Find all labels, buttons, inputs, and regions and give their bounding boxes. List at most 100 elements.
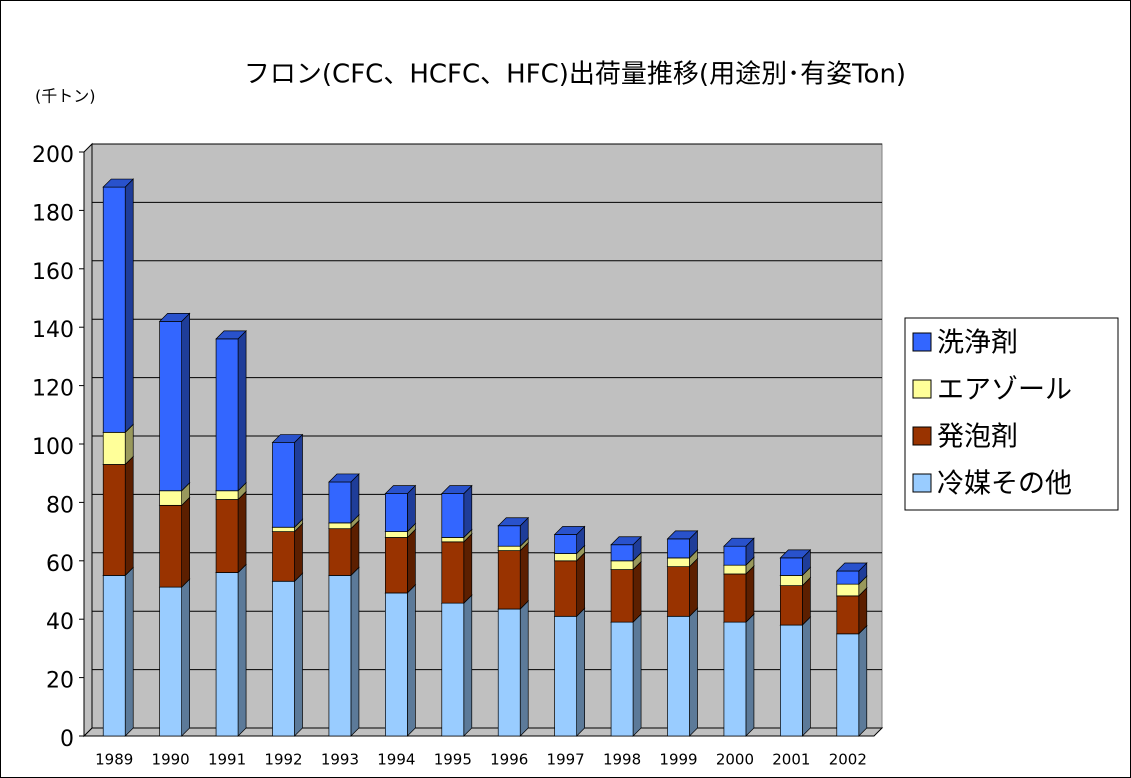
bar-side — [181, 496, 190, 588]
bar-side — [237, 563, 247, 737]
bar — [159, 504, 182, 588]
bar — [554, 615, 577, 737]
bar — [441, 602, 465, 737]
bar-side — [463, 594, 473, 737]
bar-side — [350, 566, 360, 737]
bar — [328, 522, 352, 530]
bar — [328, 575, 352, 737]
bar-side — [519, 600, 529, 737]
bar-side — [124, 178, 134, 434]
bar-side — [407, 528, 416, 594]
bar — [723, 545, 747, 566]
y-tick-label: 180 — [32, 201, 74, 226]
bar — [780, 624, 803, 737]
bar-top — [102, 178, 135, 188]
x-tick-label: 1998 — [603, 751, 641, 769]
bar-top — [553, 526, 586, 535]
bar-side — [124, 455, 134, 577]
bar-side — [745, 565, 755, 623]
bar — [441, 493, 465, 538]
bar — [441, 537, 465, 543]
bar-top — [271, 434, 304, 443]
bar — [554, 560, 577, 617]
bar-top — [497, 517, 530, 527]
bar-side — [632, 560, 642, 623]
x-tick-label: 1992 — [264, 751, 302, 769]
bar — [836, 595, 860, 635]
y-tick-label: 80 — [46, 493, 74, 518]
x-tick-label: 1993 — [321, 751, 359, 769]
y-tick-label: 200 — [32, 143, 74, 168]
bar-top — [723, 537, 755, 547]
y-tick-label: 100 — [32, 435, 74, 460]
x-tick-label: 2001 — [772, 751, 810, 769]
bar — [159, 490, 182, 506]
bar-side — [237, 330, 247, 492]
bar-top — [158, 313, 191, 322]
bar-top — [835, 562, 868, 572]
x-tick-label: 1990 — [152, 751, 190, 769]
legend-swatch — [912, 332, 932, 352]
bar — [272, 526, 295, 532]
bar — [328, 528, 352, 576]
bar — [554, 534, 577, 554]
bar — [667, 557, 690, 567]
bar-top — [666, 530, 699, 540]
bar-side — [181, 578, 190, 737]
chart-title: フロン(CFC、HCFC、HFC)出荷量推移(用途別･有姿Ton) — [244, 60, 906, 90]
bar — [554, 553, 577, 562]
bar — [272, 442, 295, 528]
x-tick-label: 1997 — [547, 751, 585, 769]
legend-label: エアゾール — [937, 375, 1072, 406]
bar-top — [440, 485, 473, 494]
x-tick-label: 2000 — [716, 751, 754, 769]
bar — [102, 431, 126, 465]
bar — [159, 586, 182, 737]
legend-swatch — [912, 379, 932, 399]
y-tick-label: 160 — [32, 260, 74, 285]
bar-side — [294, 522, 303, 583]
bar-side — [463, 484, 473, 539]
legend-swatch — [912, 426, 932, 446]
bar — [497, 525, 521, 547]
bar — [385, 537, 408, 594]
bar-top — [328, 473, 360, 483]
x-tick-label: 2002 — [829, 751, 867, 769]
bar — [385, 531, 408, 538]
bar — [610, 569, 634, 623]
bar — [723, 564, 747, 575]
bar — [610, 621, 634, 737]
y-axis-label: (千トン) — [35, 87, 96, 106]
bar-side — [689, 557, 698, 618]
bar — [723, 573, 747, 623]
bar-side — [858, 624, 868, 737]
x-tick-label: 1994 — [377, 751, 415, 769]
y-tick-label: 20 — [46, 669, 74, 694]
bar — [215, 490, 239, 500]
bar-side — [802, 616, 811, 737]
bar-top — [215, 330, 247, 340]
bar — [102, 186, 126, 433]
bar — [102, 575, 126, 737]
y-tick-label: 40 — [46, 610, 74, 635]
bar-side — [576, 551, 585, 618]
y-tick-label: 0 — [60, 727, 74, 752]
bar-side — [350, 473, 360, 524]
bar — [780, 557, 803, 576]
bar — [385, 592, 408, 737]
y-tick-label: 120 — [32, 377, 74, 402]
bar-side — [463, 532, 473, 604]
bar-side — [745, 613, 755, 737]
bar — [102, 464, 126, 576]
legend-box — [904, 317, 1119, 511]
bar — [610, 544, 634, 562]
bar-top — [779, 549, 812, 559]
bar — [667, 615, 690, 737]
bar — [780, 585, 803, 626]
bar — [441, 541, 465, 604]
x-tick-label: 1991 — [208, 751, 246, 769]
side-wall — [83, 142, 93, 738]
bar-top — [610, 536, 642, 546]
bar — [159, 321, 182, 492]
